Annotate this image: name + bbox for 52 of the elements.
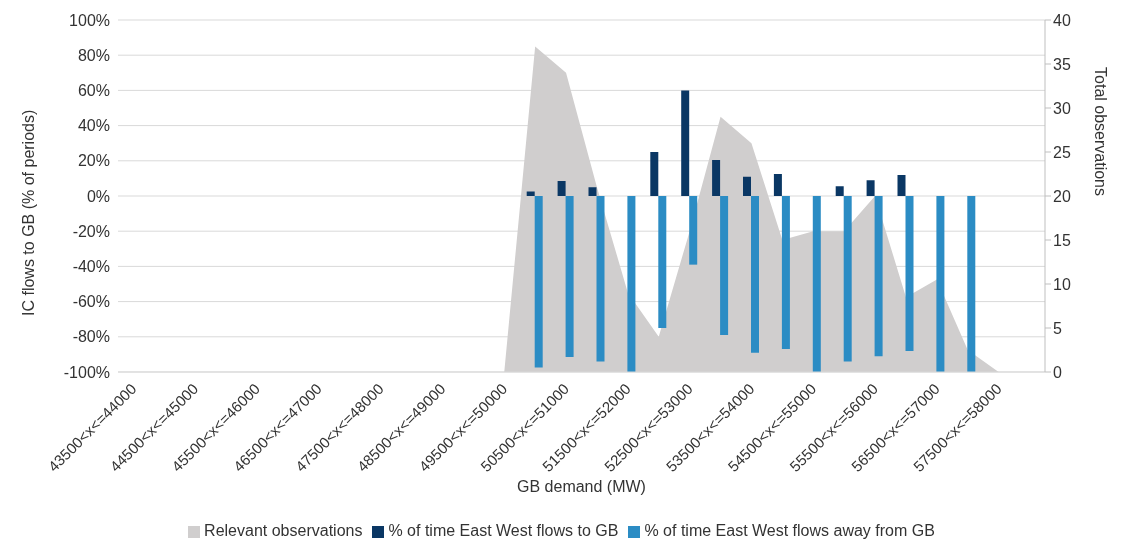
y-tick-label: 100%	[69, 11, 110, 29]
legend-label: % of time East West flows away from GB	[644, 522, 935, 539]
bar	[689, 196, 698, 265]
bar	[712, 159, 721, 196]
bar	[751, 196, 759, 353]
bar	[874, 196, 883, 357]
y-tick-label: 60%	[77, 82, 110, 100]
bar	[526, 191, 535, 196]
y-tick-label: -40%	[72, 258, 110, 276]
bar	[866, 180, 875, 196]
y-tick-label: 40%	[77, 117, 110, 135]
bar	[905, 196, 914, 351]
bar	[781, 196, 790, 350]
y2-tick-label: 25	[1053, 143, 1071, 161]
legend-label: % of time East West flows to GB	[388, 522, 619, 539]
bar	[843, 196, 852, 362]
y-tick-label: -20%	[72, 222, 110, 240]
bar	[534, 196, 543, 368]
bar	[967, 196, 976, 372]
bar	[812, 196, 821, 372]
y2-tick-label: 10	[1053, 275, 1071, 293]
bar	[650, 152, 659, 196]
y2-axis-title: Total observations	[1092, 67, 1110, 196]
y-tick-label: -100%	[63, 363, 110, 381]
y2-tick-label: 35	[1053, 55, 1071, 73]
y-axis-title: IC flows to GB (% of periods)	[19, 109, 37, 316]
x-axis-title: GB demand (MW)	[517, 478, 646, 495]
y-tick-label: 0%	[86, 187, 110, 205]
bar	[596, 196, 605, 362]
bar	[681, 90, 690, 196]
y2-tick-label: 40	[1053, 11, 1071, 29]
y2-tick-label: 0	[1053, 363, 1062, 381]
y2-tick-label: 15	[1053, 231, 1071, 249]
bar	[627, 196, 636, 372]
y-tick-label: -60%	[72, 293, 110, 311]
y2-tick-label: 5	[1053, 319, 1062, 337]
bar	[743, 176, 751, 196]
legend-label: Relevant observations	[204, 522, 363, 539]
bar	[835, 186, 844, 196]
bar	[565, 196, 574, 358]
y-tick-label: 80%	[77, 46, 110, 64]
y2-tick-label: 30	[1053, 99, 1071, 117]
y-tick-label: -80%	[72, 328, 110, 346]
bar	[897, 174, 906, 196]
y-tick-label: 20%	[77, 152, 110, 170]
bar	[588, 187, 597, 196]
bar	[720, 196, 729, 336]
y2-tick-label: 20	[1053, 187, 1071, 205]
bar	[658, 196, 667, 328]
bar	[773, 174, 782, 196]
bar	[557, 181, 566, 196]
bar	[936, 196, 945, 372]
